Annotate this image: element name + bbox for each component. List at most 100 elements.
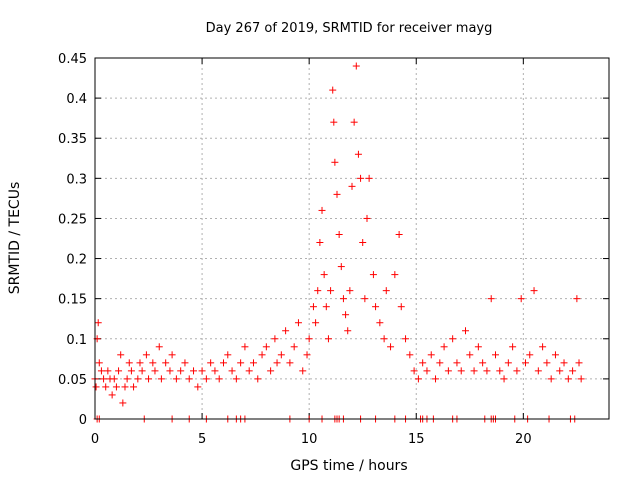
data-point: [496, 367, 504, 375]
data-point: [125, 359, 133, 367]
data-point: [423, 367, 431, 375]
data-point: [354, 150, 362, 158]
data-point: [344, 327, 352, 335]
data-point: [361, 295, 369, 303]
data-point: [387, 343, 395, 351]
data-point: [102, 383, 110, 391]
data-point: [402, 335, 410, 343]
data-point: [324, 335, 332, 343]
data-point: [509, 343, 517, 351]
data-point: [232, 375, 240, 383]
data-point: [556, 367, 564, 375]
data-point: [551, 351, 559, 359]
data-point: [185, 375, 193, 383]
data-point: [95, 359, 103, 367]
data-point: [108, 391, 116, 399]
data-point: [335, 230, 343, 238]
data-point: [215, 375, 223, 383]
x-tick-label: 15: [408, 432, 425, 447]
data-point: [444, 367, 452, 375]
data-point: [526, 351, 534, 359]
data-point: [414, 375, 422, 383]
data-point: [318, 206, 326, 214]
data-point: [237, 359, 245, 367]
data-point: [312, 319, 320, 327]
data-point: [316, 239, 324, 247]
data-point: [262, 343, 270, 351]
gridlines: [95, 58, 609, 419]
data-point: [419, 359, 427, 367]
data-point: [575, 359, 583, 367]
data-point: [427, 351, 435, 359]
data-point: [130, 383, 138, 391]
data-point: [286, 359, 294, 367]
data-point: [258, 351, 266, 359]
data-point: [504, 359, 512, 367]
y-tick-label: 0.25: [58, 212, 87, 227]
data-point: [220, 359, 227, 367]
data-point: [305, 335, 313, 343]
data-point: [352, 62, 360, 70]
data-point: [483, 367, 491, 375]
data-point: [309, 303, 317, 311]
data-point: [157, 375, 165, 383]
data-point: [294, 319, 302, 327]
y-tick-label: 0.2: [66, 253, 87, 268]
data-point: [432, 375, 440, 383]
data-point: [573, 295, 581, 303]
data-point: [380, 335, 388, 343]
data-point: [151, 367, 159, 375]
data-point: [94, 319, 102, 327]
y-tick-label: 0.4: [66, 92, 87, 107]
data-point: [207, 359, 215, 367]
data-point: [363, 214, 371, 222]
data-point: [530, 287, 538, 295]
data-point: [320, 271, 328, 279]
data-point: [224, 351, 232, 359]
data-point: [564, 375, 572, 383]
data-point: [202, 375, 210, 383]
data-point: [539, 343, 547, 351]
data-point: [329, 86, 337, 94]
data-point: [228, 367, 236, 375]
data-point: [97, 367, 105, 375]
data-point: [211, 367, 219, 375]
data-point: [339, 295, 347, 303]
x-tick-label: 10: [301, 432, 318, 447]
data-point: [249, 359, 257, 367]
data-point: [410, 367, 418, 375]
plot-frame: [94, 57, 610, 420]
data-point: [466, 351, 474, 359]
data-point: [337, 263, 345, 271]
data-point: [521, 359, 529, 367]
data-point: [271, 335, 279, 343]
x-tick-label: 20: [515, 432, 532, 447]
data-point: [346, 287, 354, 295]
data-point: [372, 303, 380, 311]
data-point: [479, 359, 487, 367]
data-point: [376, 319, 384, 327]
data-point: [534, 367, 542, 375]
data-point: [350, 118, 358, 126]
data-point: [517, 295, 525, 303]
data-point: [100, 375, 108, 383]
data-point: [172, 375, 180, 383]
x-tick-label: 5: [198, 432, 206, 447]
data-point: [119, 399, 127, 407]
data-point: [397, 303, 405, 311]
data-point: [560, 359, 568, 367]
data-point: [577, 375, 585, 383]
y-tick-label: 0.3: [66, 172, 87, 187]
data-point: [327, 287, 335, 295]
data-point: [470, 367, 478, 375]
data-point: [112, 383, 120, 391]
data-point: [436, 359, 444, 367]
y-tick-label: 0: [79, 413, 87, 428]
data-point: [365, 174, 373, 182]
data-point: [547, 375, 555, 383]
data-point: [359, 239, 367, 247]
data-point: [500, 375, 508, 383]
data-point: [162, 359, 170, 367]
y-tick-label: 0.05: [58, 373, 87, 388]
